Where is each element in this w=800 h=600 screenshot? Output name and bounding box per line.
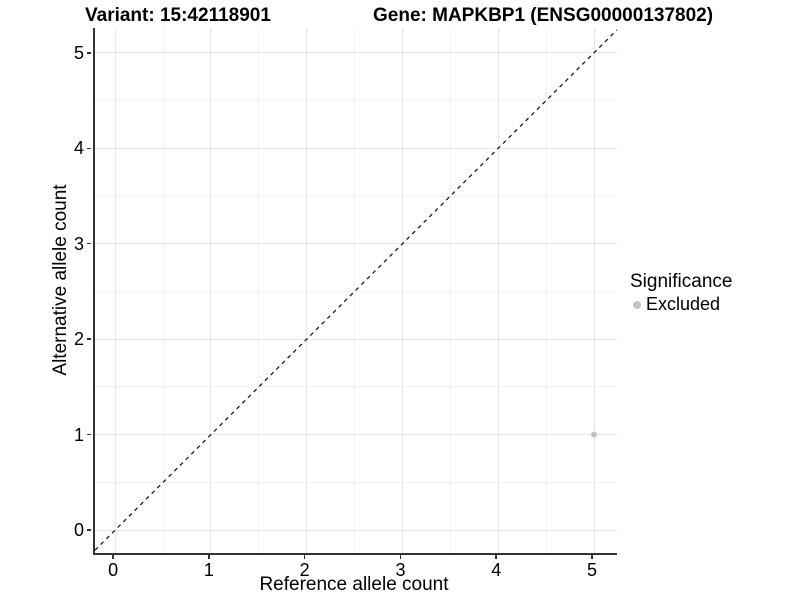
x-tick-mark	[303, 555, 306, 559]
x-tick-label: 3	[395, 560, 406, 580]
plot-overlay	[94, 29, 618, 551]
data-point	[591, 431, 598, 438]
x-tick-mark	[112, 555, 114, 559]
x-tick-label: 4	[491, 560, 502, 580]
legend-entries: Excluded	[630, 294, 732, 315]
x-tick-mark	[591, 555, 593, 559]
y-tick-mark	[87, 338, 91, 340]
y-axis-title: Alternative allele count	[50, 184, 71, 376]
y-tick-mark	[87, 242, 91, 245]
y-tick-mark	[87, 52, 91, 54]
x-tick-label: 5	[586, 560, 597, 580]
x-tick-label: 0	[108, 560, 119, 580]
y-tick-label: 2	[73, 329, 84, 350]
legend-point-icon	[633, 300, 641, 309]
y-tick-mark	[87, 147, 91, 150]
variant-title: Variant: 15:42118901	[85, 5, 271, 26]
plot-panel	[93, 28, 618, 555]
legend: Significance Excluded	[630, 271, 732, 315]
x-tick-mark	[208, 555, 210, 559]
x-tick-mark	[399, 555, 402, 559]
y-tick-label: 4	[73, 138, 84, 159]
y-tick-label: 3	[73, 233, 84, 254]
x-axis-title: Reference allele count	[259, 574, 449, 595]
legend-entry-label: Excluded	[646, 294, 721, 314]
gene-title: Gene: MAPKBP1 (ENSG00000137802)	[373, 5, 714, 26]
x-tick-label: 2	[299, 560, 310, 580]
y-tick-mark	[87, 529, 91, 531]
legend-title: Significance	[630, 271, 733, 292]
y-tick-mark	[87, 433, 91, 436]
y-tick-label: 1	[73, 424, 84, 445]
identity-reference-line	[94, 29, 618, 551]
y-tick-label: 5	[73, 42, 84, 63]
y-tick-label: 0	[73, 520, 84, 541]
legend-entry: Excluded	[633, 294, 732, 315]
x-tick-label: 1	[203, 560, 214, 580]
x-tick-mark	[495, 555, 497, 559]
